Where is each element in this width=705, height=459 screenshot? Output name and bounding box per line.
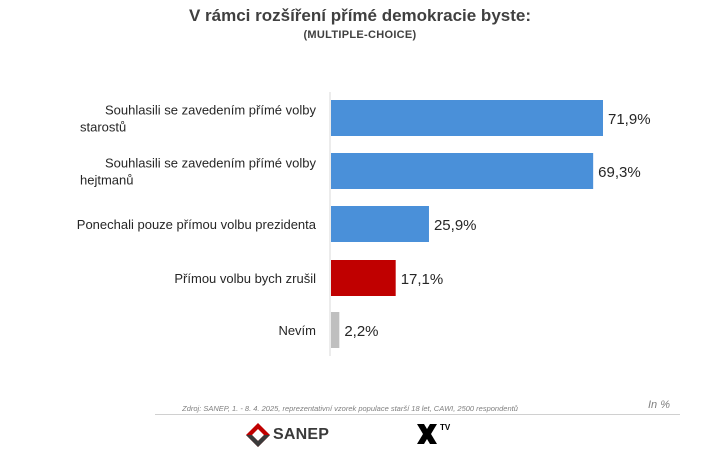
bar <box>331 312 340 348</box>
category-label: Ponechali pouze přímou volbu prezidenta <box>77 217 317 232</box>
bar <box>331 153 594 189</box>
value-label: 17,1% <box>401 271 444 288</box>
category-label: starostů <box>80 120 126 135</box>
xtv-logo: TV <box>414 421 450 451</box>
value-label: 71,9% <box>608 111 651 128</box>
category-label: Souhlasili se zavedením přímé volby <box>105 103 316 118</box>
category-label: Přímou volbu bych zrušil <box>174 271 316 286</box>
x-tv-logo-icon <box>417 424 437 444</box>
chart-title: V rámci rozšíření přímé demokracie byste… <box>188 6 532 25</box>
bar <box>331 260 396 296</box>
chart-subtitle: (MULTIPLE-CHOICE) <box>303 29 417 41</box>
bar <box>331 100 603 136</box>
xtv-logo-text: TV <box>440 423 451 432</box>
bar-chart: 71,9% Souhlasili se zavedením přímé volby… <box>77 92 651 356</box>
bar <box>331 206 429 242</box>
sanep-logo-icon <box>246 423 270 447</box>
source-note: Zdroj: SANEP, 1. - 8. 4. 2025, reprezent… <box>182 404 518 413</box>
category-label: Souhlasili se zavedením přímé volby <box>105 156 316 171</box>
value-label: 69,3% <box>598 164 641 181</box>
value-label: 2,2% <box>344 323 378 340</box>
footer-divider <box>155 414 680 415</box>
value-label: 25,9% <box>434 217 477 234</box>
category-label: hejtmanů <box>80 173 133 188</box>
sanep-logo: SANEP <box>245 420 329 450</box>
unit-label: In % <box>648 399 671 411</box>
sanep-logo-text: SANEP <box>273 426 330 443</box>
category-label: Nevím <box>278 323 316 338</box>
